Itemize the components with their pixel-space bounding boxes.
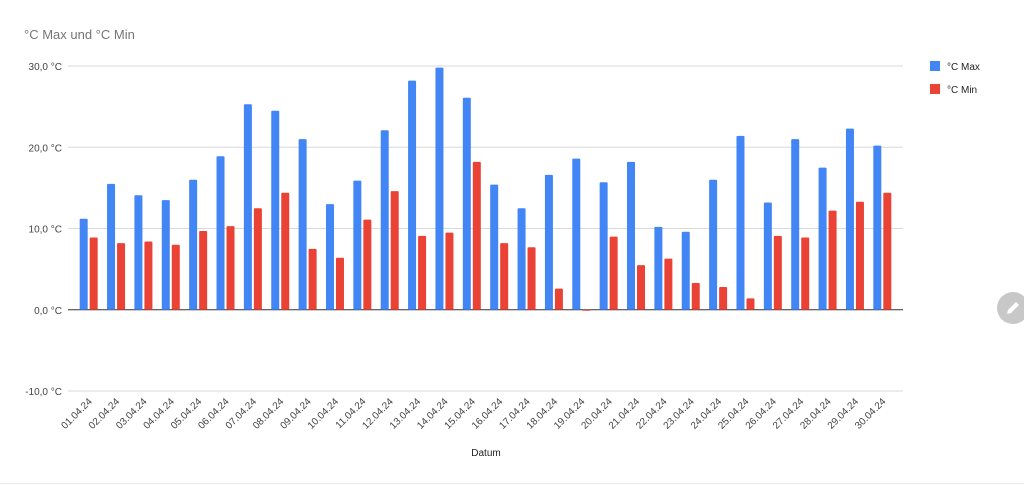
bar-min (89, 237, 98, 310)
bar-min (199, 230, 208, 310)
y-tick-label: 10,0 °C (29, 225, 62, 236)
bar-max (353, 180, 362, 310)
bar-min (637, 265, 646, 310)
bar-max (791, 139, 800, 310)
bar-min (746, 298, 755, 310)
bar-max (134, 195, 143, 310)
bar-min (171, 244, 180, 310)
bar-min (691, 282, 700, 310)
bar-min (582, 309, 591, 311)
y-tick-label: -10,0 °C (25, 387, 62, 398)
x-axis-label: Datum (471, 448, 500, 459)
y-tick-label: 30,0 °C (29, 62, 62, 73)
bar-min (445, 232, 454, 310)
legend-label: °C Max (947, 62, 980, 73)
bar-min (500, 243, 509, 310)
bar-min (527, 247, 536, 310)
bar-max (818, 167, 827, 310)
bar-max (435, 67, 444, 310)
bar-max (380, 130, 389, 310)
bar-min (281, 192, 290, 310)
bar-min (390, 191, 399, 310)
bar-max (79, 218, 88, 310)
bar-min (363, 219, 372, 310)
bar-min (828, 210, 837, 310)
bar-max (271, 110, 280, 310)
edit-chart-button[interactable] (997, 292, 1024, 324)
bar-max (216, 156, 225, 310)
bar-max (627, 161, 636, 310)
legend-label: °C Min (947, 85, 977, 96)
bar-min (335, 257, 344, 310)
legend-swatch (930, 61, 940, 71)
bar-max (599, 182, 608, 310)
bar-min (609, 236, 618, 310)
bar-min (664, 258, 673, 310)
bar-min (472, 161, 481, 310)
bar-max (490, 184, 499, 310)
bar-min (144, 241, 153, 310)
bar-min (253, 208, 262, 310)
bar-max (325, 204, 334, 310)
bar-min (117, 243, 126, 310)
bar-min (418, 235, 427, 310)
bar-max (189, 179, 198, 310)
bar-min (801, 237, 810, 310)
bar-min (855, 201, 864, 310)
bar-max (243, 104, 252, 310)
bar-max (298, 139, 307, 310)
bar-min (226, 226, 235, 310)
bar-max (873, 145, 882, 310)
chart-title: °C Max und °C Min (24, 27, 135, 42)
bar-max (763, 202, 772, 310)
bar-max (709, 179, 718, 310)
bar-max (736, 135, 745, 310)
legend-swatch (930, 84, 940, 94)
bar-max (654, 226, 663, 310)
x-tick-label: 30.04.24 (853, 396, 889, 432)
bar-max (681, 231, 690, 310)
bar-max (544, 174, 553, 310)
bar-max (408, 80, 417, 310)
bar-max (845, 128, 854, 310)
bar-min (554, 288, 563, 310)
divider (0, 483, 1024, 484)
bar-min (308, 248, 317, 310)
bar-max (517, 208, 526, 310)
bar-min (719, 287, 728, 310)
y-tick-label: 0,0 °C (34, 306, 62, 317)
bar-max (107, 183, 116, 310)
bar-min (883, 192, 892, 310)
bar-max (572, 158, 581, 310)
bar-max (462, 97, 471, 310)
pencil-icon (1007, 302, 1019, 314)
bar-min (773, 235, 782, 310)
y-tick-label: 20,0 °C (29, 143, 62, 154)
bar-max (161, 200, 170, 310)
